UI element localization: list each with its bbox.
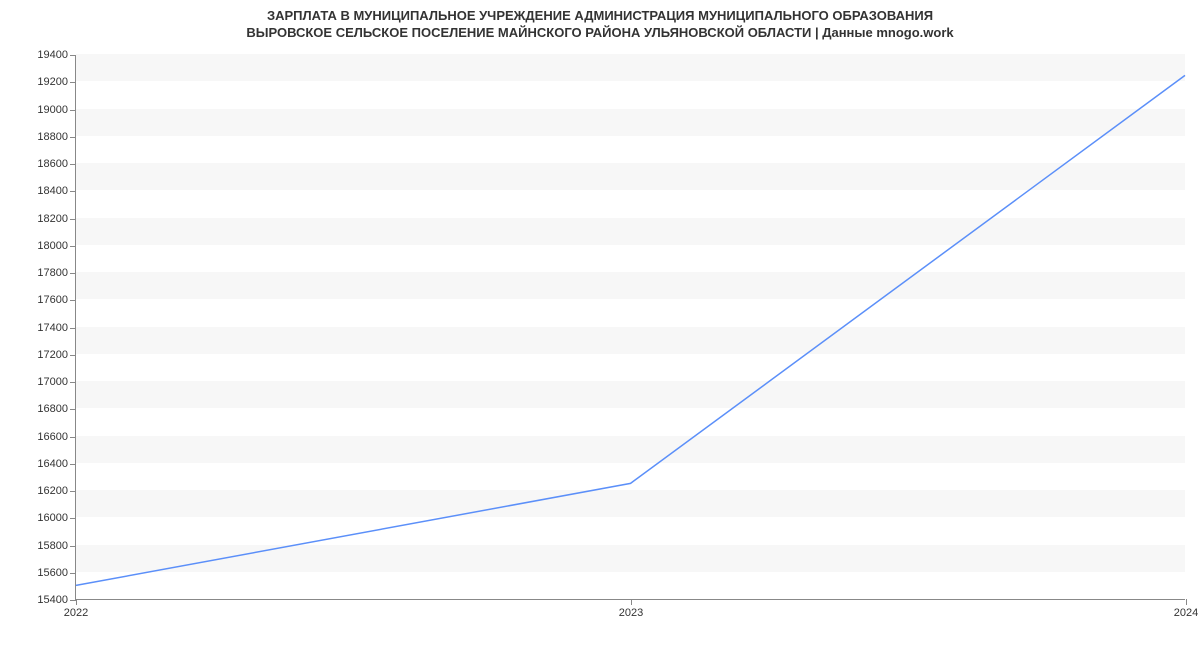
chart-title: ЗАРПЛАТА В МУНИЦИПАЛЬНОЕ УЧРЕЖДЕНИЕ АДМИ… — [0, 0, 1200, 42]
y-tick-label: 16000 — [37, 512, 68, 524]
y-tick-label: 17800 — [37, 267, 68, 279]
y-tick-label: 16400 — [37, 458, 68, 470]
y-tick-label: 16600 — [37, 431, 68, 443]
x-tick-label: 2023 — [619, 607, 643, 619]
y-tick-label: 18600 — [37, 158, 68, 170]
y-tick — [70, 437, 76, 438]
y-tick — [70, 273, 76, 274]
y-tick-label: 17200 — [37, 349, 68, 361]
y-tick — [70, 137, 76, 138]
y-tick-label: 15600 — [37, 567, 68, 579]
y-tick-label: 15800 — [37, 540, 68, 552]
y-tick — [70, 355, 76, 356]
y-tick — [70, 164, 76, 165]
y-tick — [70, 110, 76, 111]
y-tick — [70, 464, 76, 465]
y-tick-label: 18400 — [37, 185, 68, 197]
y-tick-label: 18800 — [37, 131, 68, 143]
y-tick-label: 15400 — [37, 594, 68, 606]
y-tick-label: 18000 — [37, 240, 68, 252]
y-tick — [70, 219, 76, 220]
y-tick-label: 16200 — [37, 485, 68, 497]
y-tick — [70, 573, 76, 574]
x-tick — [76, 599, 77, 605]
y-tick-label: 17600 — [37, 294, 68, 306]
y-tick — [70, 518, 76, 519]
y-tick — [70, 382, 76, 383]
y-tick-label: 17000 — [37, 376, 68, 388]
plot-area: 1540015600158001600016200164001660016800… — [75, 55, 1185, 600]
chart-svg — [76, 55, 1185, 599]
y-tick — [70, 82, 76, 83]
series-line — [76, 75, 1185, 585]
plot-area-wrap: 1540015600158001600016200164001660016800… — [75, 55, 1185, 600]
y-tick — [70, 300, 76, 301]
x-tick — [631, 599, 632, 605]
y-tick-label: 19200 — [37, 76, 68, 88]
x-tick-label: 2022 — [64, 607, 88, 619]
y-tick — [70, 55, 76, 56]
y-tick — [70, 246, 76, 247]
y-tick-label: 17400 — [37, 322, 68, 334]
x-tick — [1186, 599, 1187, 605]
x-tick-label: 2024 — [1174, 607, 1198, 619]
chart-title-line1: ЗАРПЛАТА В МУНИЦИПАЛЬНОЕ УЧРЕЖДЕНИЕ АДМИ… — [267, 8, 933, 23]
y-tick — [70, 328, 76, 329]
y-tick-label: 19000 — [37, 104, 68, 116]
y-tick-label: 16800 — [37, 403, 68, 415]
y-tick — [70, 491, 76, 492]
chart-container: ЗАРПЛАТА В МУНИЦИПАЛЬНОЕ УЧРЕЖДЕНИЕ АДМИ… — [0, 0, 1200, 650]
y-tick-label: 19400 — [37, 49, 68, 61]
y-tick — [70, 546, 76, 547]
y-tick-label: 18200 — [37, 213, 68, 225]
y-tick — [70, 191, 76, 192]
y-tick — [70, 409, 76, 410]
chart-title-line2: ВЫРОВСКОЕ СЕЛЬСКОЕ ПОСЕЛЕНИЕ МАЙНСКОГО Р… — [246, 25, 953, 40]
